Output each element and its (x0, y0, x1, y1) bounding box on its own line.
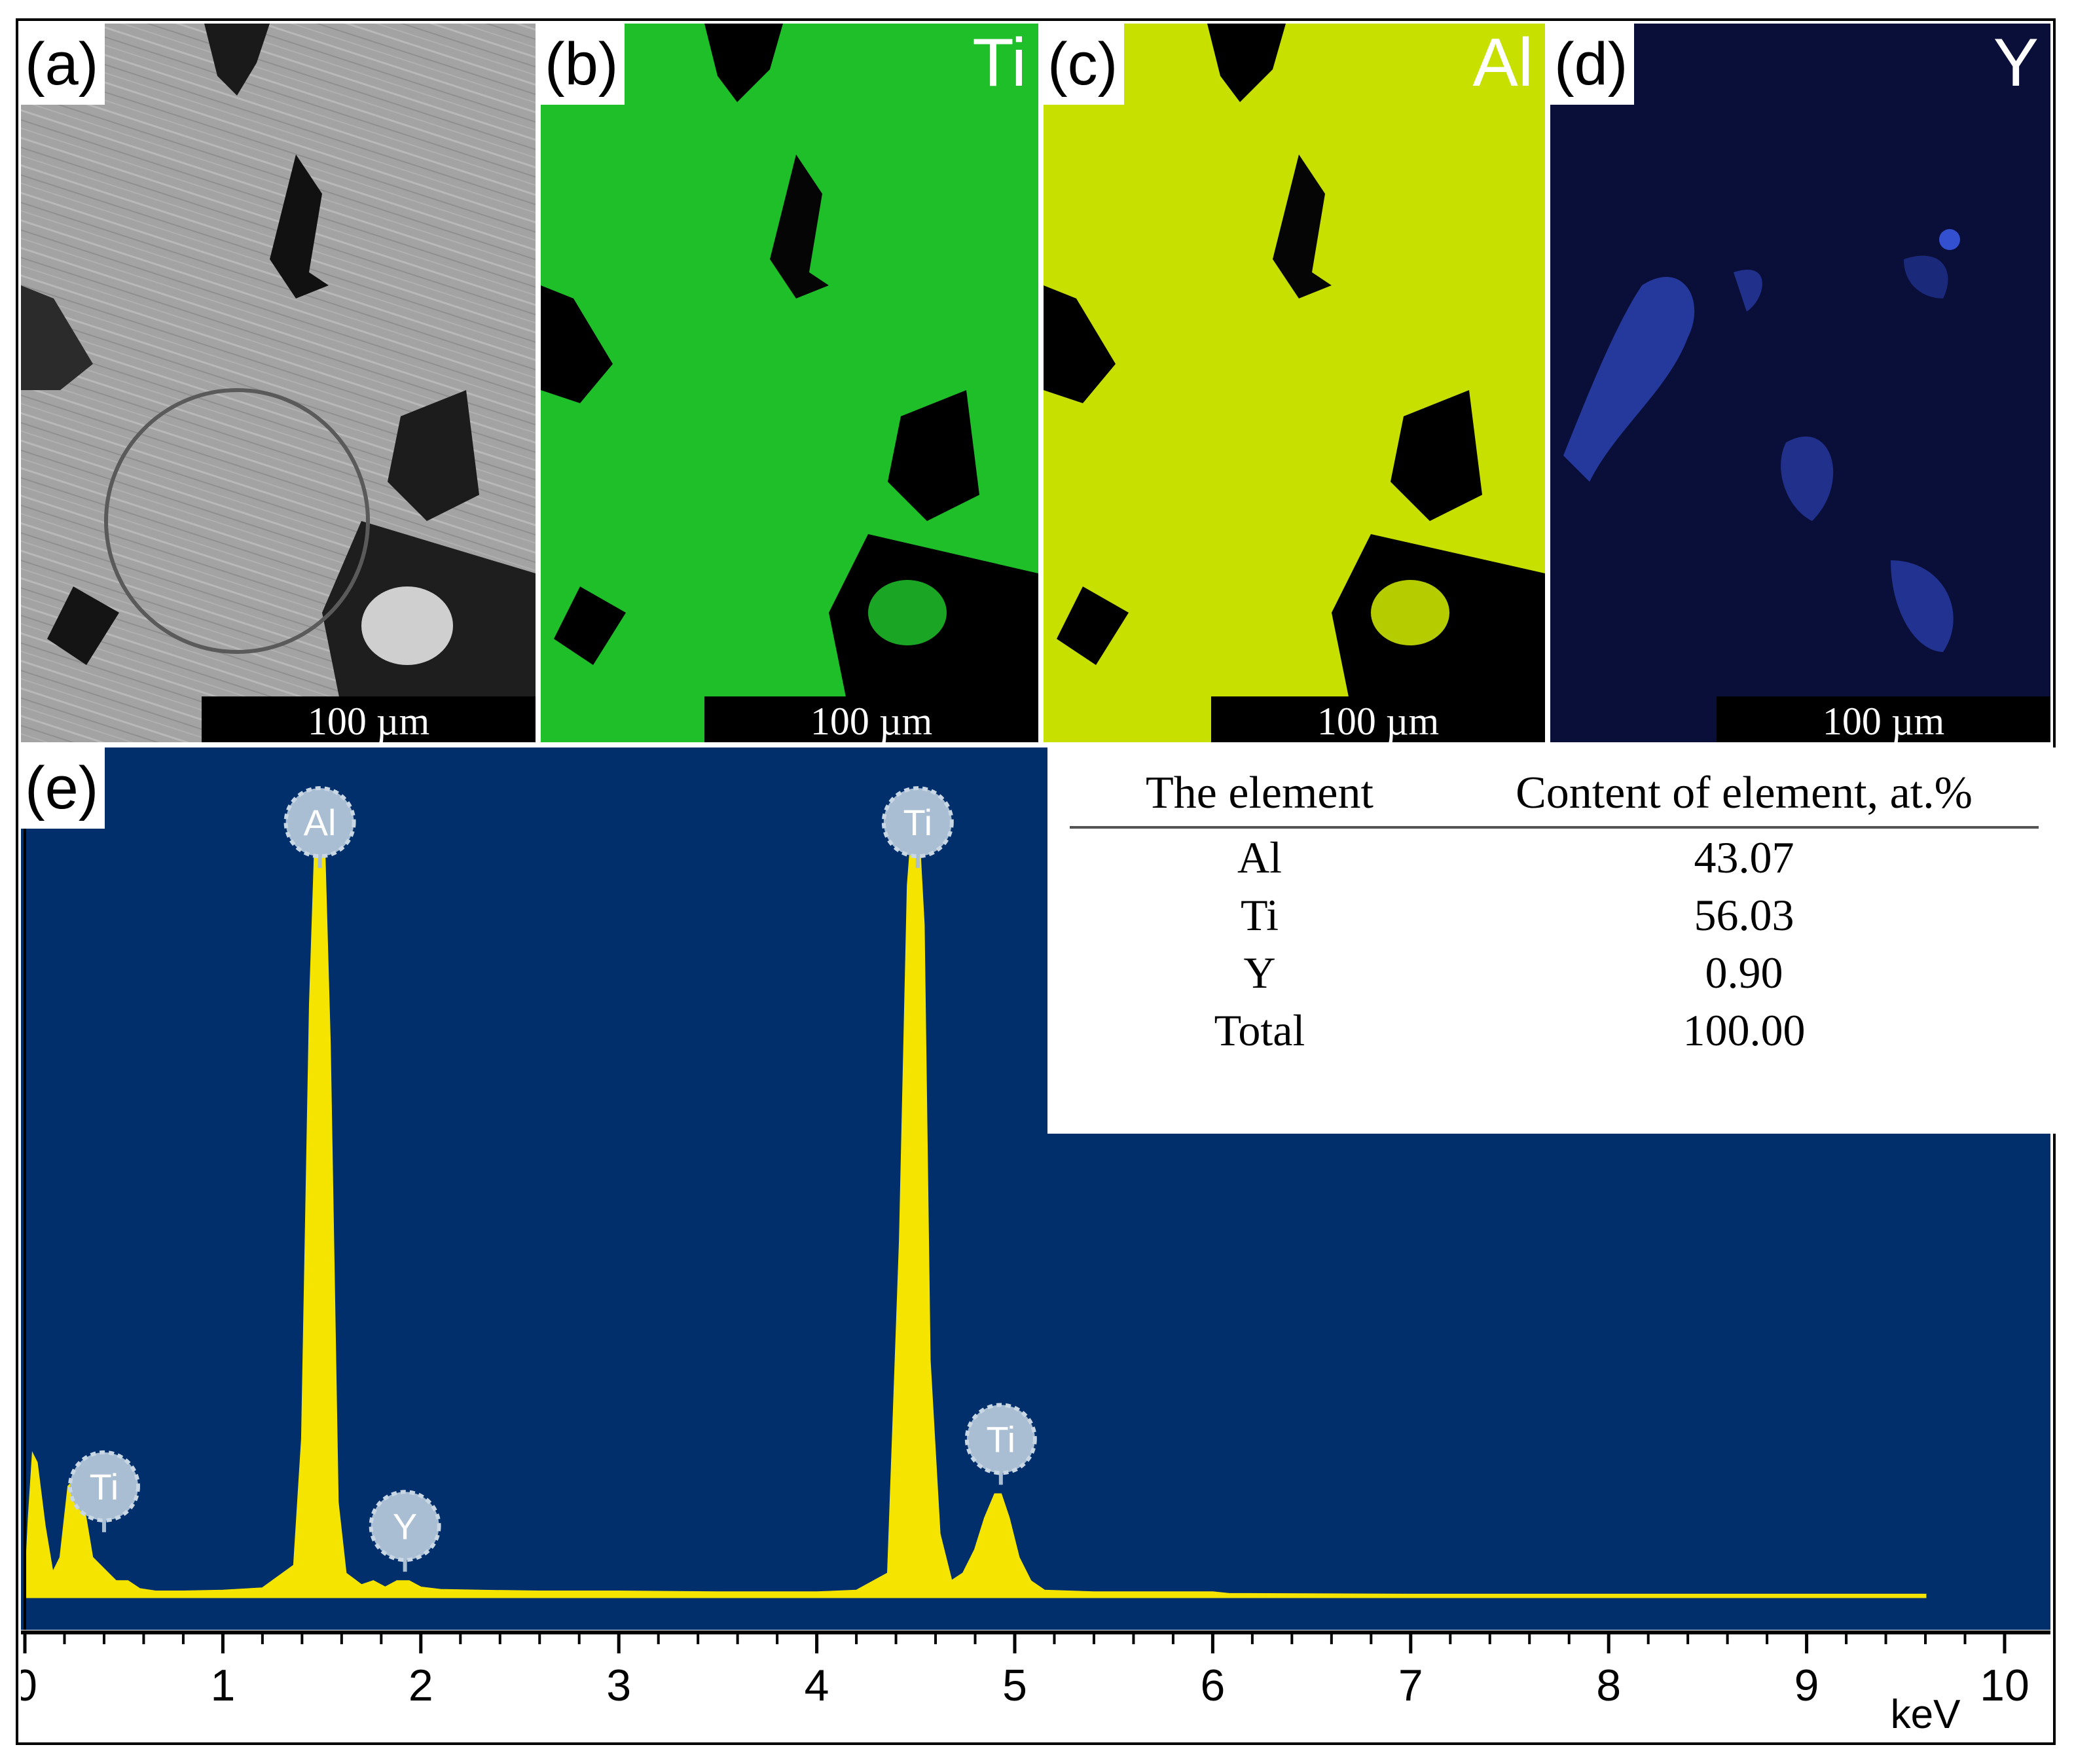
x-tick-label: 2 (409, 1661, 433, 1710)
peak-label: Ti (903, 802, 933, 843)
table-row: Ti 56.03 (1070, 886, 2039, 944)
x-axis-svg: 0 1 2 3 4 5 6 7 8 9 10 keV (21, 1630, 2050, 1737)
x-tick-label: 1 (210, 1661, 235, 1710)
sem-image-panel: (a) 100 µm (21, 24, 536, 742)
peak-badge (369, 1490, 441, 1562)
table-row: Total 100.00 (1070, 1001, 2039, 1059)
content-cell: 56.03 (1694, 890, 1794, 940)
x-tick-label: 5 (1002, 1661, 1027, 1710)
x-tick-label: 6 (1200, 1661, 1225, 1710)
panel-label: (d) (1550, 24, 1635, 105)
table-row: Y 0.90 (1070, 944, 2039, 1001)
scale-bar: 100 µm (1211, 696, 1545, 742)
element-cell: Y (1243, 948, 1276, 998)
x-tick-label: 10 (1980, 1661, 2029, 1710)
panel-label: (c) (1044, 24, 1125, 105)
content-cell: 0.90 (1705, 948, 1783, 998)
panel-label: (e) (21, 747, 105, 829)
peak-marker-ti: Ti (881, 786, 954, 869)
content-cell: 100.00 (1683, 1005, 1806, 1055)
peak-label: Y (393, 1505, 417, 1547)
peak-badge (881, 786, 954, 859)
scale-bar: 100 µm (704, 696, 1038, 742)
column-header: The element (1070, 761, 1449, 829)
panel-label: (a) (21, 24, 105, 105)
scale-bar: 100 µm (1717, 696, 2050, 742)
peak-marker-ti: Ti (67, 1450, 140, 1532)
spectrum-plot: Ti Al Y Ti Ti (24, 747, 1927, 1630)
peak-marker-y: Y (369, 1490, 441, 1572)
y-map-panel: (d) Y 100 µm (1550, 24, 2050, 742)
column-header: Content of element, at.% (1449, 761, 2039, 829)
peak-label: Ti (90, 1466, 119, 1507)
element-label: Ti (972, 25, 1027, 101)
x-axis-unit: keV (1891, 1692, 1961, 1737)
element-cell: Ti (1240, 890, 1279, 940)
y-element-map (1550, 24, 2050, 742)
x-tick-label: 4 (805, 1661, 829, 1710)
x-axis: 0 1 2 3 4 5 6 7 8 9 10 keV (21, 1630, 2050, 1741)
x-tick-label: 0 (21, 1661, 37, 1710)
al-element-map (1044, 24, 1545, 742)
peak-label: Al (304, 802, 337, 843)
peak-label: Ti (987, 1418, 1016, 1460)
peak-marker-ti: Ti (964, 1403, 1037, 1485)
ti-map-panel: (b) Ti 100 µm (541, 24, 1038, 742)
element-label: Y (1993, 25, 2039, 101)
scale-bar: 100 µm (202, 696, 536, 742)
ti-element-map (541, 24, 1038, 742)
x-tick-label: 8 (1596, 1661, 1621, 1710)
spectrum-area (24, 802, 1927, 1598)
table-row: Al 43.07 (1070, 827, 2039, 886)
peak-marker-al: Al (283, 786, 356, 869)
peak-badge (67, 1450, 140, 1522)
x-tick-label: 3 (606, 1661, 631, 1710)
composition-grid: The element Content of element, at.% Al 4… (1070, 761, 2039, 1059)
panel-label: (b) (541, 24, 625, 105)
peak-badge (964, 1403, 1037, 1475)
x-tick-label: 9 (1794, 1661, 1819, 1710)
al-map-panel: (c) Al 100 µm (1044, 24, 1545, 742)
element-cell: Total (1214, 1005, 1305, 1055)
element-label: Al (1472, 25, 1533, 101)
content-cell: 43.07 (1694, 833, 1794, 882)
sem-micrograph (21, 24, 536, 742)
peak-badge (283, 786, 356, 859)
table-header-row: The element Content of element, at.% (1070, 761, 2039, 829)
composition-table: The element Content of element, at.% Al 4… (1047, 747, 2056, 1134)
x-tick-label: 7 (1398, 1661, 1423, 1710)
element-cell: Al (1237, 833, 1282, 882)
